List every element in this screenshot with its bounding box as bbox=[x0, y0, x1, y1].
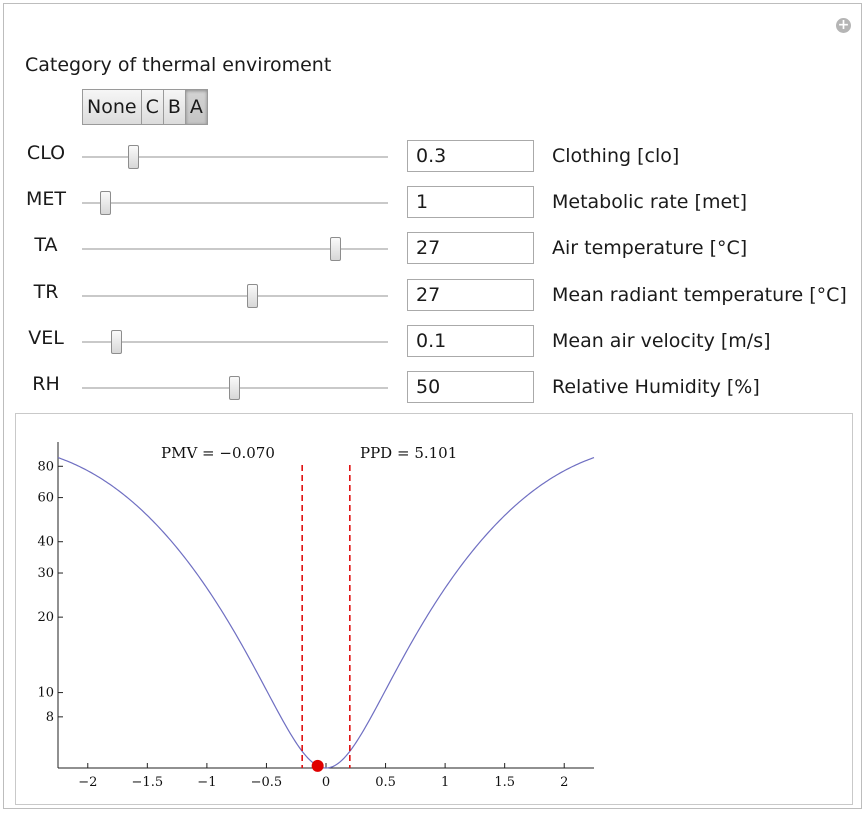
y-tick-label: 80 bbox=[37, 459, 54, 474]
category-b-button[interactable]: B bbox=[162, 89, 186, 125]
clo-slider-thumb[interactable] bbox=[128, 145, 140, 169]
control-code: CLO bbox=[26, 142, 66, 164]
x-tick-label: 2 bbox=[560, 775, 568, 790]
clo-input[interactable] bbox=[407, 140, 534, 172]
y-tick-label: 20 bbox=[37, 610, 54, 625]
ta-slider-thumb[interactable] bbox=[329, 237, 341, 261]
met-slider-thumb[interactable] bbox=[100, 191, 112, 215]
y-tick-label: 10 bbox=[37, 686, 54, 701]
met-input[interactable] bbox=[407, 186, 534, 218]
x-tick-label: 1.5 bbox=[494, 775, 515, 790]
x-tick-label: −1.5 bbox=[132, 775, 164, 790]
y-tick-label: 40 bbox=[37, 535, 54, 550]
plot-panel bbox=[15, 413, 853, 805]
ta-input[interactable] bbox=[407, 232, 534, 264]
vel-input[interactable] bbox=[407, 325, 534, 357]
x-tick-label: 0.5 bbox=[375, 775, 396, 790]
rh-input[interactable] bbox=[407, 371, 534, 403]
vel-slider-thumb[interactable] bbox=[111, 330, 123, 354]
control-code: VEL bbox=[28, 327, 64, 349]
control-row-met: MET Metabolic rate [met] bbox=[0, 185, 867, 219]
category-a-button[interactable]: A bbox=[184, 89, 208, 125]
x-tick-label: 0 bbox=[322, 775, 330, 790]
current-pmv-point bbox=[311, 759, 324, 772]
clo-slider[interactable] bbox=[82, 145, 388, 169]
tr-input[interactable] bbox=[407, 279, 534, 311]
category-none-button[interactable]: None bbox=[82, 89, 142, 125]
y-tick-label: 8 bbox=[46, 710, 54, 725]
control-description: Metabolic rate [met] bbox=[552, 191, 748, 213]
x-tick-label: −1 bbox=[197, 775, 216, 790]
control-code: TR bbox=[33, 281, 59, 303]
control-row-ta: TA Air temperature [°C] bbox=[0, 231, 867, 265]
control-description: Air temperature [°C] bbox=[552, 237, 748, 259]
control-row-vel: VEL Mean air velocity [m/s] bbox=[0, 324, 867, 358]
met-slider[interactable] bbox=[82, 191, 388, 215]
control-code: RH bbox=[32, 373, 60, 395]
control-description: Mean air velocity [m/s] bbox=[552, 330, 771, 352]
rh-slider[interactable] bbox=[82, 376, 388, 400]
control-description: Clothing [clo] bbox=[552, 145, 680, 167]
plus-icon[interactable]: + bbox=[836, 17, 851, 33]
control-row-rh: RH Relative Humidity [%] bbox=[0, 370, 867, 404]
category-selector: None C B A bbox=[82, 89, 208, 125]
tr-slider[interactable] bbox=[82, 284, 388, 308]
ppd-annotation: PPD = 5.101 bbox=[360, 444, 457, 462]
x-tick-label: 1 bbox=[441, 775, 449, 790]
rh-slider-thumb[interactable] bbox=[229, 376, 240, 400]
x-tick-label: −2 bbox=[78, 775, 97, 790]
control-code: TA bbox=[34, 234, 58, 256]
x-tick-label: −0.5 bbox=[251, 775, 283, 790]
control-row-clo: CLO Clothing [clo] bbox=[0, 139, 867, 173]
ta-slider[interactable] bbox=[82, 237, 388, 261]
pmv-annotation: PMV = −0.070 bbox=[161, 444, 275, 462]
category-label: Category of thermal enviroment bbox=[25, 54, 332, 76]
y-tick-label: 60 bbox=[37, 491, 54, 506]
control-row-tr: TR Mean radiant temperature [°C] bbox=[0, 278, 867, 312]
control-description: Mean radiant temperature [°C] bbox=[552, 284, 847, 306]
vel-slider[interactable] bbox=[82, 330, 388, 354]
control-description: Relative Humidity [%] bbox=[552, 376, 760, 398]
tr-slider-thumb[interactable] bbox=[247, 284, 259, 308]
y-tick-label: 30 bbox=[37, 566, 54, 581]
control-code: MET bbox=[25, 188, 66, 210]
ppd-curve bbox=[57, 457, 595, 769]
